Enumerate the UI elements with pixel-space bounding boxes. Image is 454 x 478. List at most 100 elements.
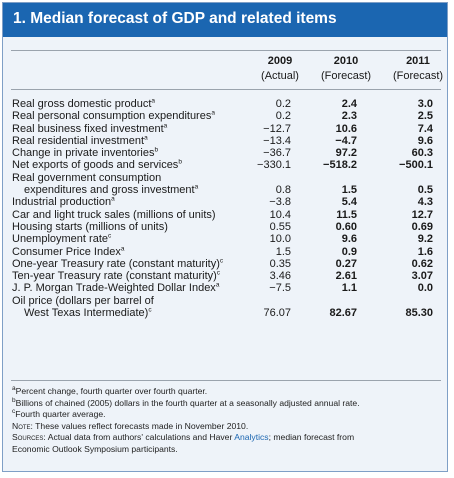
footnote-a: aPercent change, fourth quarter over fou… [12,385,208,396]
cell-2011: 3.07 [411,270,433,283]
row-label: expenditures and gross investmenta [24,183,199,197]
cell-2011: 1.6 [417,245,433,258]
cell-2010: −4.7 [335,134,357,147]
table-row: Change in private inventoriesb −36.7 97.2 6… [3,147,447,159]
cell-2010: 97.2 [335,147,357,160]
table-row: Industrial productiona −3.8 5.4 4.3 [3,196,447,208]
note-line: Note: These values reflect forecasts mad… [12,420,249,431]
row-label: Ten-year Treasury rate (constant maturit… [12,269,221,283]
row-label: Industrial productiona [12,195,115,209]
footnote-b: bBillions of chained (2005) dollars in t… [12,396,360,408]
row-label: Car and light truck sales (millions of u… [12,208,216,221]
cell-2011: 60.3 [411,147,433,160]
cell-2011: −500.1 [399,159,433,172]
table-row: expenditures and gross investmenta 0.8 1.5… [3,184,447,196]
footnote-marker: b [154,146,159,154]
footnote-marker: a [215,281,220,289]
table-row: Real business fixed investmenta −12.7 10.6… [3,121,447,135]
cell-2011: 0.62 [411,257,433,270]
table-frame: 1. Median forecast of GDP and related it… [2,2,448,472]
footnote-marker: a [211,109,215,117]
cell-2009: 0.2 [275,110,291,123]
row-label: Consumer Price Indexa [12,244,125,258]
row-label: One-year Treasury rate (constant maturit… [12,257,224,270]
cell-2011: 9.6 [417,134,433,147]
cell-2010: 2.4 [341,98,357,110]
column-year-2011: 2011 [406,55,430,67]
sources-line-2: Economic Outlook Symposium participants. [12,443,178,454]
column-sub-2011: (Forecast) [392,70,444,82]
footnote-marker: a [163,121,168,129]
table-row: Housing starts (millions of units) 0.55 0.… [3,221,447,233]
cell-2011: 9.2 [417,233,433,246]
row-label: Real government consumption [12,171,162,184]
row-label: Real business fixed investmenta [12,121,168,135]
cell-2010: 11.5 [336,208,357,221]
header-top-rule [11,50,441,51]
table-row: West Texas Intermediate)c 76.07 82.67 85.30 [3,307,447,319]
cell-2010: 0.27 [335,257,357,270]
table-row: Net exports of goods and servicesb −330.1… [3,159,447,171]
table-row: J. P. Morgan Trade-Weighted Dollar Index… [3,282,447,294]
footnote-marker: c [219,257,224,265]
column-year-2009: 2009 [267,55,293,67]
column-year-2010: 2010 [333,55,359,67]
cell-2009: 76.07 [263,307,291,320]
cell-2010: 2.3 [341,110,357,123]
cell-2009: −13.4 [263,134,291,147]
row-label: Real gross domestic producta [12,97,156,110]
table-row: Car and light truck sales (millions of u… [3,209,447,221]
table-title: 1. Median forecast of GDP and related it… [13,10,337,27]
cell-2011: 0.0 [417,282,433,295]
cell-2011: 4.3 [417,196,433,209]
cell-2009: −3.8 [269,196,291,209]
column-sub-2010: (Forecast) [320,70,372,82]
cell-2009: 3.46 [269,270,291,283]
footnote-marker: a [111,195,115,203]
table-row: Ten-year Treasury rate (constant maturit… [3,270,447,282]
footnote-marker: c [148,306,152,314]
footnote-marker: c [216,269,221,277]
footnote-marker: a [144,134,148,142]
table-row: Real gross domestic producta 0.2 2.4 3.0 [3,98,447,110]
cell-2009: 1.5 [275,245,291,258]
title-bar: 1. Median forecast of GDP and related it… [3,3,447,37]
column-sub-2009: (Actual) [261,70,299,82]
footnote-marker: c [108,232,112,240]
footnotes: aPercent change, fourth quarter over fou… [12,385,442,456]
cell-2010: 10.6 [335,122,357,135]
header-bottom-rule [11,89,441,90]
row-label: Real residential investmenta [12,134,148,147]
cell-2011: 0.69 [411,220,433,233]
cell-2009: −7.5 [269,282,291,295]
cell-2010: 2.61 [335,270,357,283]
footnote-marker: a [120,244,125,252]
row-label: West Texas Intermediate)c [24,306,152,320]
cell-2011: 3.0 [417,98,433,110]
cell-2011: 12.7 [411,208,433,221]
row-label: Unemployment ratec [12,232,112,246]
cell-2009: −12.7 [263,122,291,135]
cell-2011: 2.5 [417,110,433,123]
cell-2010: 0.60 [335,220,357,233]
table-row: Real government consumption [3,172,447,184]
table-row: Consumer Price Indexa 1.5 0.9 1.6 [3,244,447,258]
footnote-marker: b [178,158,182,166]
cell-2009: 0.2 [275,98,291,110]
cell-2009: 10.0 [269,233,291,246]
cell-2010: 0.9 [341,245,357,258]
table-row: Oil price (dollars per barrel of [3,295,447,307]
cell-2009: 10.4 [269,208,291,221]
cell-2011: 0.5 [417,184,433,197]
cell-2009: 0.8 [275,184,291,197]
haver-analytics-link[interactable]: Analytics [234,432,269,443]
table-row: Unemployment ratec 10.0 9.6 9.2 [3,233,447,245]
cell-2009: −330.1 [257,159,291,172]
footnote-c: cFourth quarter average. [12,408,106,420]
cell-2010: 82.67 [329,307,357,320]
footnote-marker: a [151,97,156,105]
row-label: Change in private inventoriesb [12,146,159,160]
cell-2010: 9.6 [341,233,357,246]
cell-2010: −518.2 [323,159,357,172]
cell-2009: 0.35 [269,257,291,270]
